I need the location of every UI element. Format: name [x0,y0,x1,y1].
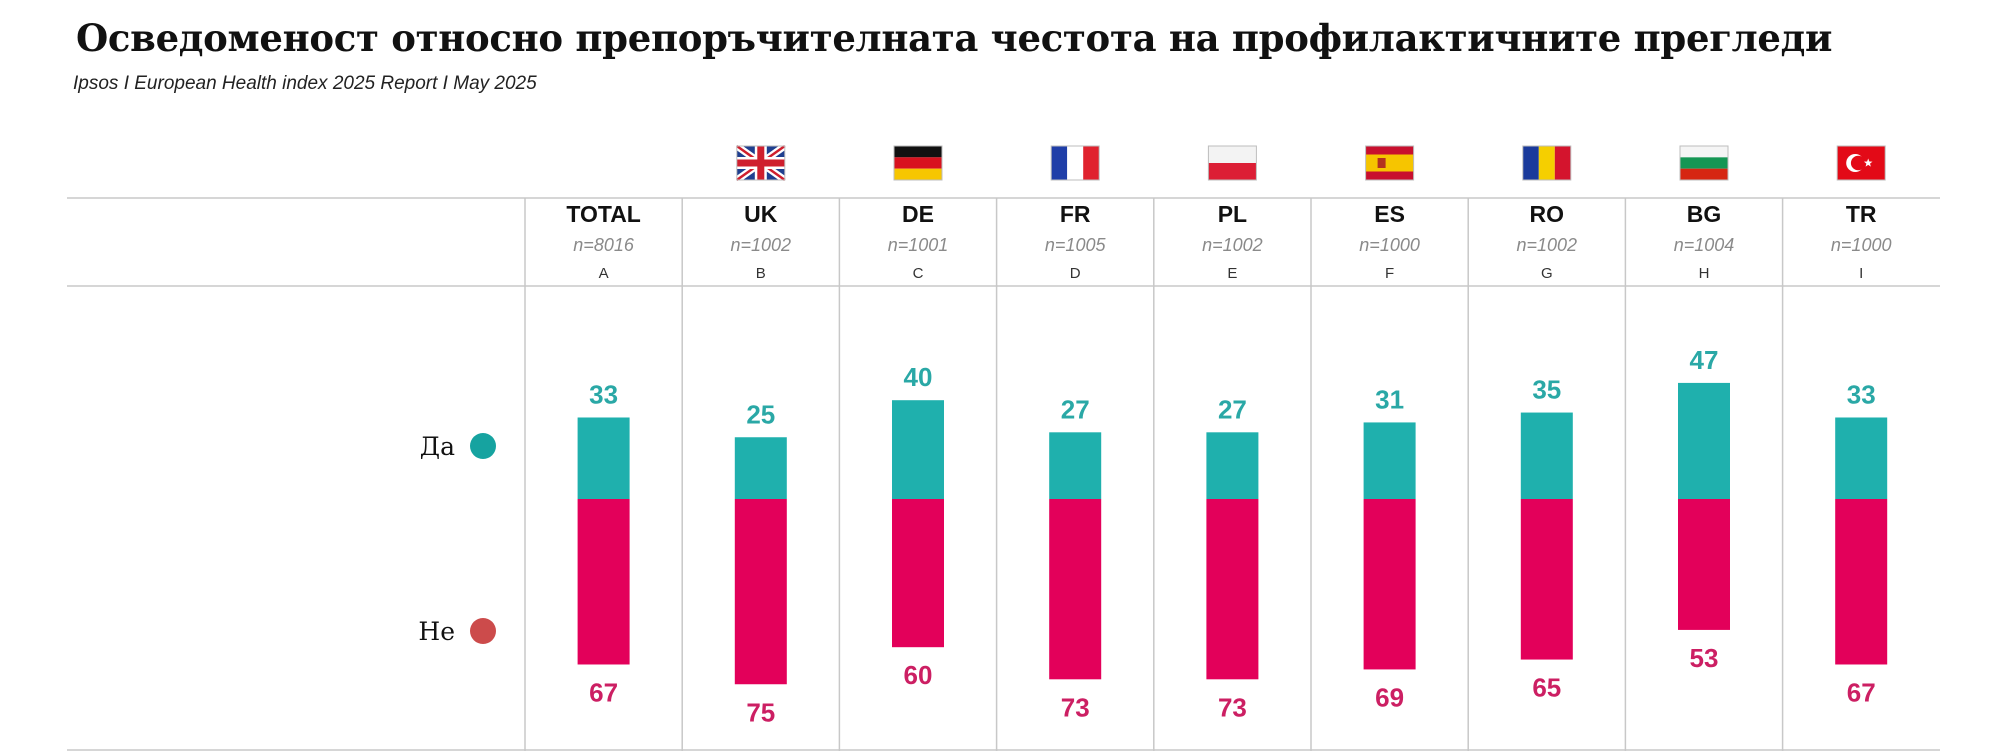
bar-no-de [892,499,944,648]
column-letter: C [913,265,924,282]
column-letter: D [1070,265,1081,282]
data-label-yes: 47 [1690,345,1719,375]
bg-flag-icon [1679,145,1729,181]
legend-dot-yes [470,433,496,459]
bar-yes-bg [1678,382,1730,499]
bar-no-ro [1520,499,1573,660]
data-label-no: 69 [1375,682,1404,712]
data-label-no: 60 [904,660,933,690]
data-label-no: 73 [1061,692,1090,722]
column-sample-size: n=1004 [1674,235,1735,255]
column-sample-size: n=1000 [1359,235,1420,255]
column-header-pl: PL [1218,201,1247,227]
fr-flag-icon [1050,145,1100,181]
data-label-no: 67 [589,677,618,707]
data-label-yes: 33 [1847,379,1876,409]
bar-yes-de [892,400,944,499]
column-letter: B [756,265,766,282]
data-label-yes: 27 [1061,394,1090,424]
column-sample-size: n=1002 [1202,235,1263,255]
data-label-no: 65 [1532,673,1561,703]
column-header-total: TOTAL [566,201,641,227]
data-label-no: 67 [1847,677,1876,707]
column-sample-size: n=1000 [1831,235,1892,255]
column-header-es: ES [1374,201,1405,227]
chart-title: Осведоменост относно препоръчителната че… [76,16,1833,60]
column-header-de: DE [902,201,934,227]
column-sample-size: n=1005 [1045,235,1107,255]
bar-no-uk [734,499,787,685]
column-letter: G [1541,265,1553,282]
legend-label-no: Не [418,617,455,646]
column-letter: F [1385,265,1394,282]
data-label-no: 53 [1690,643,1719,673]
data-label-no: 73 [1218,692,1247,722]
data-label-yes: 35 [1532,375,1561,405]
bar-yes-es [1363,422,1416,499]
data-label-yes: 40 [904,362,933,392]
bar-no-pl [1206,499,1259,680]
column-sample-size: n=1001 [888,235,949,255]
column-letter: A [599,265,609,282]
column-header-fr: FR [1060,201,1091,227]
column-letter: H [1699,265,1710,282]
bar-yes-pl [1206,432,1259,499]
bar-no-tr [1835,499,1888,665]
bar-yes-uk [734,437,787,499]
bar-no-es [1363,499,1416,670]
legend-label-yes: Да [420,432,455,461]
column-sample-size: n=1002 [1517,235,1578,255]
es-flag-icon [1365,145,1415,181]
column-sample-size: n=1002 [731,235,792,255]
bar-no-fr [1049,499,1102,680]
bar-yes-fr [1049,432,1102,499]
column-sample-size: n=8016 [573,235,635,255]
column-header-bg: BG [1687,201,1722,227]
bar-yes-ro [1520,412,1573,499]
data-label-yes: 25 [746,399,775,429]
column-header-ro: RO [1530,201,1565,227]
uk-flag-icon [734,143,787,183]
pl-flag-icon [1207,145,1257,181]
column-letter: I [1859,265,1863,282]
data-label-no: 75 [746,697,775,727]
data-label-yes: 27 [1218,394,1247,424]
bar-no-total [577,499,630,665]
bar-no-bg [1678,499,1730,630]
column-letter: E [1227,265,1237,282]
legend-dot-no [470,618,496,644]
bar-yes-total [577,417,630,499]
bar-yes-tr [1835,417,1888,499]
data-label-yes: 33 [589,379,618,409]
column-header-uk: UK [744,201,778,227]
chart-subtitle: Ipsos I European Health index 2025 Repor… [73,73,537,94]
column-header-tr: TR [1846,201,1877,227]
ro-flag-icon [1522,145,1572,181]
de-flag-icon [893,145,943,181]
tr-flag-icon [1836,145,1886,181]
data-label-yes: 31 [1375,384,1404,414]
